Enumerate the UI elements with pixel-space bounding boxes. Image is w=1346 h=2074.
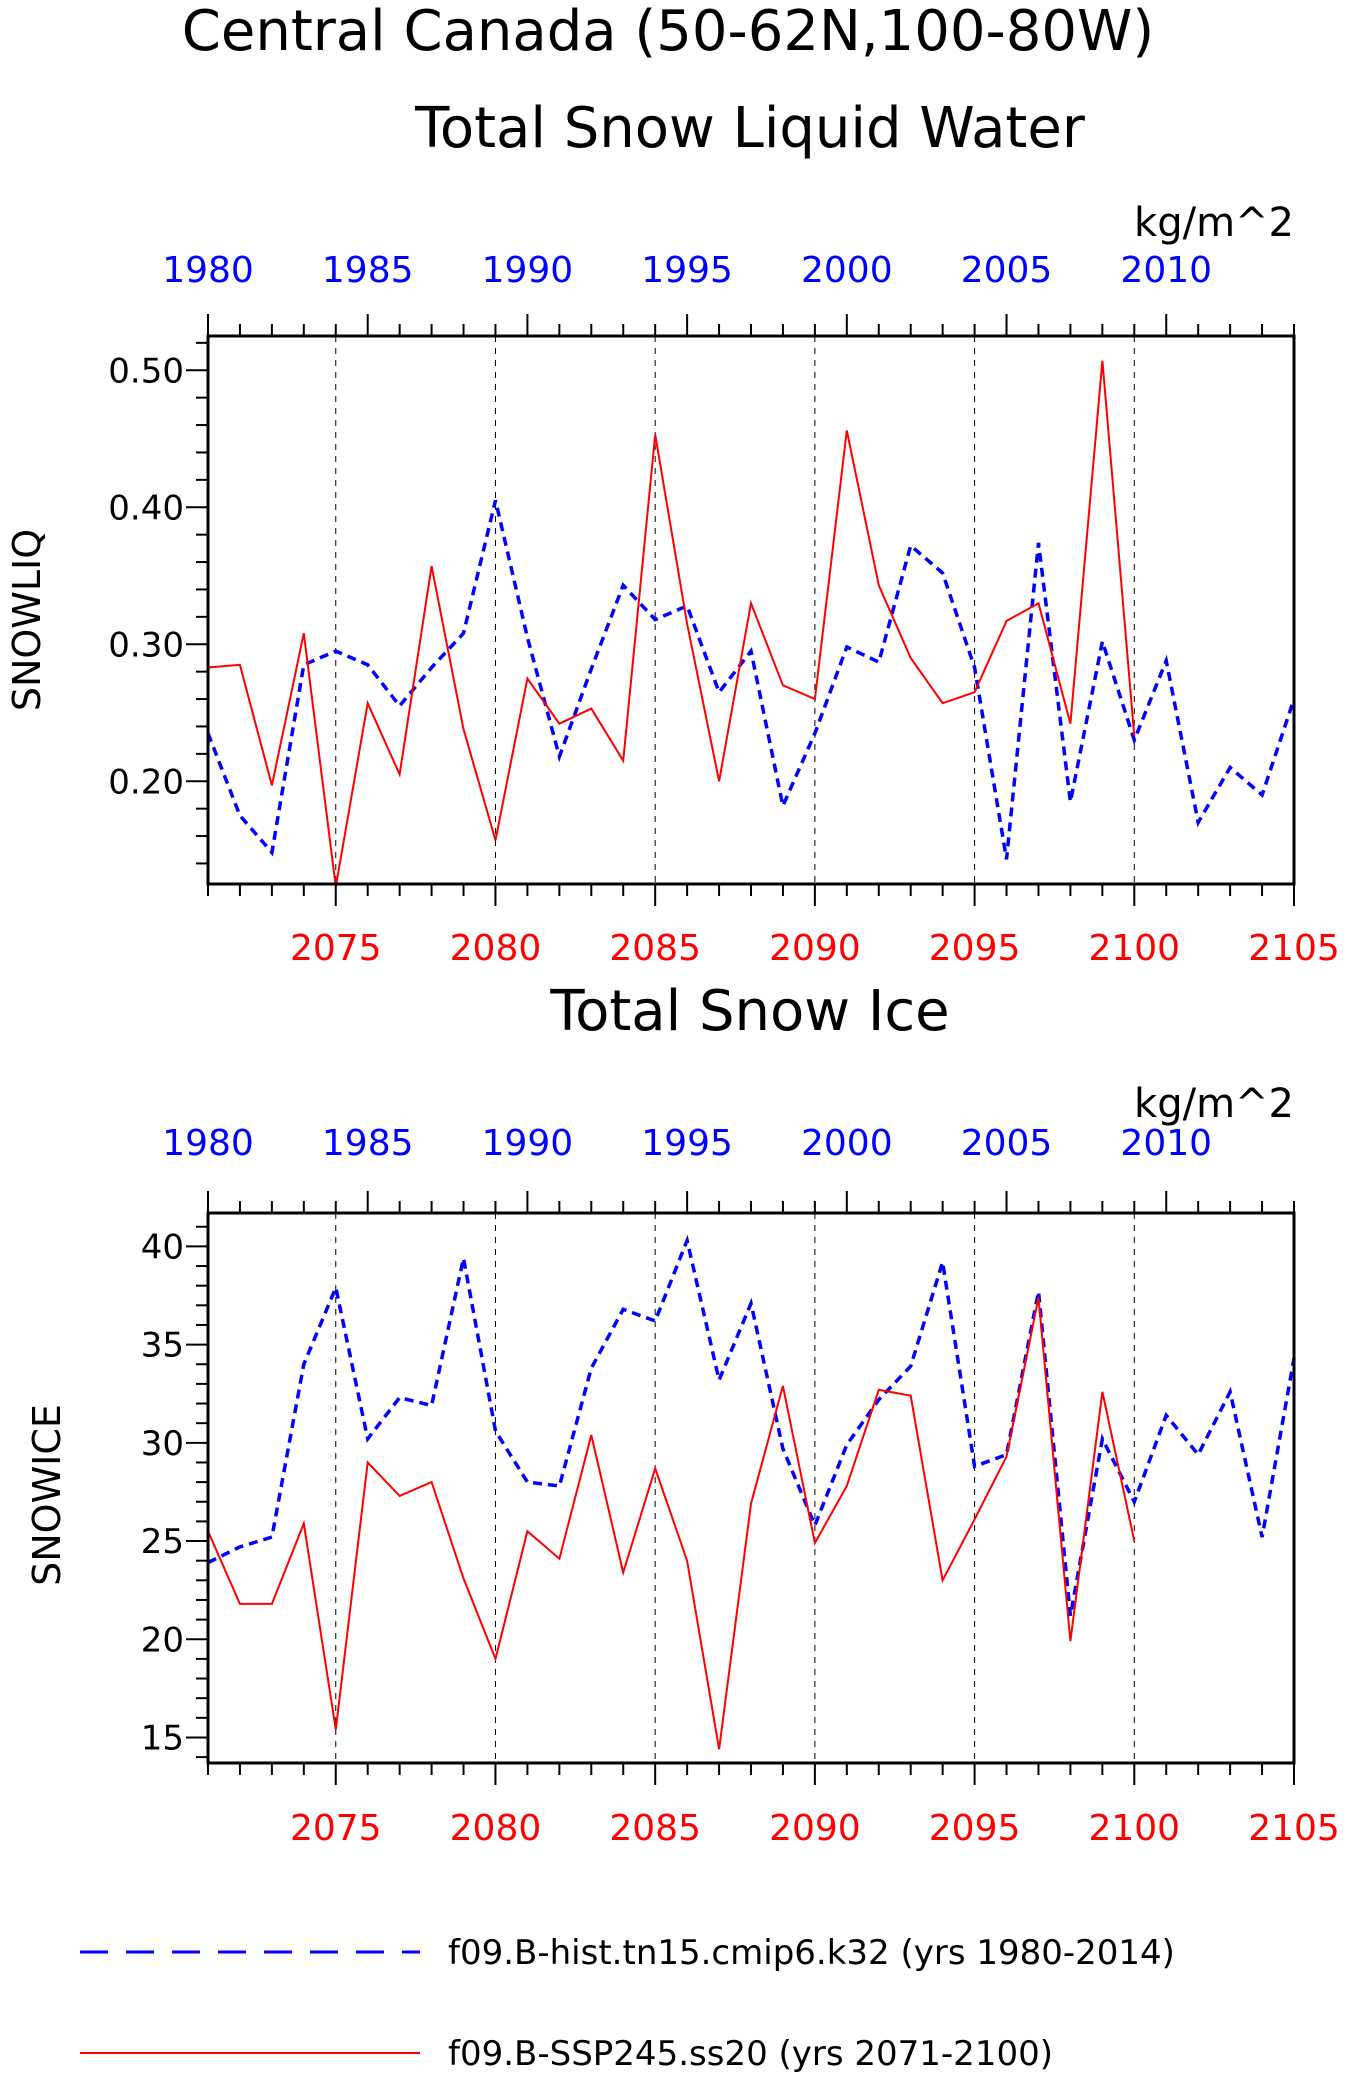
y-tick-label: 0.30 [108,625,184,665]
ssp-series-line [207,1297,1136,1750]
bottom-tick-label: 2085 [609,928,701,969]
top-tick-label: 2010 [1120,1123,1212,1164]
y-tick-label: 30 [141,1424,184,1464]
bottom-tick-label: 2100 [1088,928,1180,969]
panel1-unit: kg/m^2 [1134,200,1294,246]
bottom-tick-label: 2090 [769,928,861,969]
top-tick-label: 1985 [322,1123,414,1164]
panel2-series [207,1234,1296,1750]
hist-series-line [207,1234,1296,1617]
panel2-title: Total Snow Ice [549,979,949,1044]
bottom-tick-label: 2080 [450,1808,542,1849]
ssp-series-line [207,360,1136,887]
bottom-tick-label: 2075 [290,1808,382,1849]
hist-series-line [206,499,1296,860]
panel1-ylabel: SNOWLIQ [5,529,49,711]
bottom-tick-label: 2075 [290,928,382,969]
y-tick-label: 35 [141,1326,184,1366]
figure-title: Central Canada (50-62N,100-80W) [182,0,1154,64]
y-tick-label: 0.40 [108,488,184,528]
bottom-tick-label: 2090 [769,1808,861,1849]
top-tick-label: 2005 [961,250,1053,291]
top-tick-label: 2000 [801,250,893,291]
panel1-ticks [186,314,1295,906]
top-tick-label: 1995 [641,250,733,291]
top-tick-label: 1990 [482,1123,574,1164]
panel2-unit: kg/m^2 [1134,1081,1294,1127]
legend-ssp-label: f09.B-SSP245.ss20 (yrs 2071-2100) [448,2034,1053,2074]
bottom-tick-label: 2085 [609,1808,701,1849]
y-tick-label: 20 [141,1620,184,1660]
panel2-tick-labels: 15 20 25 30 35 40 2075 2080 2085 2090 2095 2100 2105… [141,1123,1340,1849]
bottom-tick-label: 2105 [1248,928,1340,969]
top-tick-label: 1990 [482,250,574,291]
panel2-ticks [186,1191,1295,1785]
panel2-ylabel: SNOWICE [25,1404,69,1586]
y-tick-label: 0.20 [108,762,184,802]
bottom-tick-label: 2105 [1248,1808,1340,1849]
top-tick-label: 2010 [1120,250,1212,291]
top-tick-label: 1985 [322,250,414,291]
legend: f09.B-hist.tn15.cmip6.k32 (yrs 1980-2014… [80,1933,1175,2074]
y-tick-label: 25 [141,1522,184,1562]
panel-snowliq: kg/m^2 SNOWLIQ 0.20 0.30 0.40 0.50 2075 2080 2… [5,200,1340,969]
y-tick-label: 15 [141,1718,184,1758]
panel-snowice: kg/m^2 SNOWICE 15 20 25 30 35 40 2075 2080 2085 2… [25,1081,1340,1849]
legend-hist-label: f09.B-hist.tn15.cmip6.k32 (yrs 1980-2014… [448,1933,1175,1973]
top-tick-label: 1980 [162,1123,254,1164]
bottom-tick-label: 2095 [929,1808,1021,1849]
panel1-grid [335,336,1135,884]
bottom-tick-label: 2100 [1088,1808,1180,1849]
panel1-series [206,360,1296,887]
top-tick-label: 2005 [961,1123,1053,1164]
y-tick-label: 0.50 [108,351,184,391]
bottom-tick-label: 2080 [450,928,542,969]
top-tick-label: 1980 [162,250,254,291]
panel2-frame [206,1211,1296,1765]
y-tick-label: 40 [141,1227,184,1267]
panel2-grid [335,1213,1135,1763]
top-tick-label: 2000 [801,1123,893,1164]
bottom-tick-label: 2095 [929,928,1021,969]
panel1-frame [206,334,1296,886]
top-tick-label: 1995 [641,1123,733,1164]
panel1-tick-labels: 0.20 0.30 0.40 0.50 2075 2080 2085 2090 2095 2100… [108,250,1340,969]
panel1-title: Total Snow Liquid Water [414,96,1086,161]
